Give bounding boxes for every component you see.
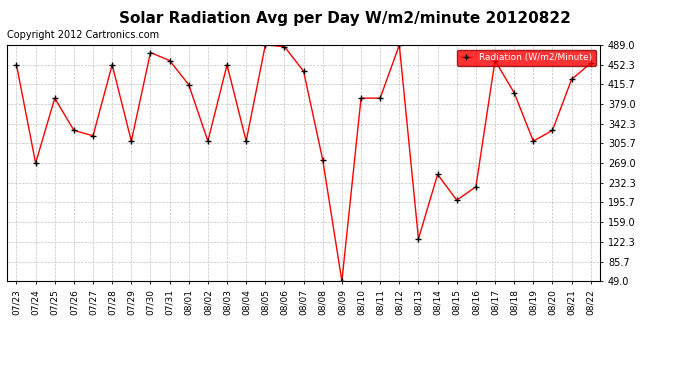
Text: Copyright 2012 Cartronics.com: Copyright 2012 Cartronics.com (7, 30, 159, 40)
Text: Solar Radiation Avg per Day W/m2/minute 20120822: Solar Radiation Avg per Day W/m2/minute … (119, 11, 571, 26)
Legend: Radiation (W/m2/Minute): Radiation (W/m2/Minute) (457, 50, 595, 66)
